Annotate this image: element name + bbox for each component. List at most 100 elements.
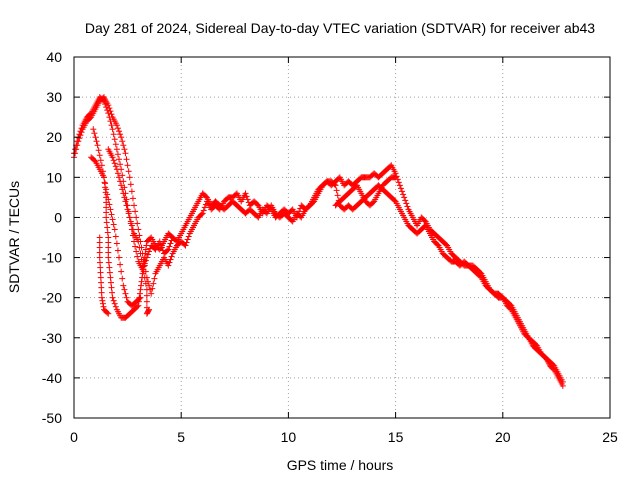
data-point — [125, 210, 132, 217]
data-point — [242, 190, 249, 197]
data-point — [392, 174, 399, 181]
data-point — [124, 162, 131, 169]
data-point — [401, 194, 408, 201]
data-point — [96, 249, 103, 256]
data-point — [127, 181, 134, 188]
data-point — [96, 152, 103, 159]
data-point — [305, 203, 312, 210]
data-point — [128, 188, 135, 195]
data-point — [107, 118, 114, 125]
y-tick-labels: 40 30 20 10 0 -10 -20 -30 -40 -50 — [42, 49, 62, 426]
data-point — [165, 262, 172, 269]
data-point — [391, 197, 398, 204]
data-point — [98, 162, 105, 169]
data-point — [550, 365, 557, 372]
data-point — [136, 290, 143, 297]
data-point — [184, 236, 191, 243]
data-point — [148, 290, 155, 297]
data-point — [168, 233, 175, 240]
data-point — [114, 247, 121, 254]
data-point — [100, 303, 107, 310]
data-point — [110, 131, 117, 138]
data-point — [403, 200, 410, 207]
data-point — [76, 131, 83, 138]
data-point — [395, 179, 402, 186]
data-point — [121, 194, 128, 201]
data-point — [144, 251, 151, 258]
data-point — [202, 193, 209, 200]
data-point — [434, 241, 441, 248]
data-point — [87, 111, 94, 118]
data-point — [124, 206, 131, 213]
data-point — [98, 294, 105, 301]
data-point — [96, 234, 103, 241]
data-point — [105, 110, 112, 117]
data-point — [143, 298, 150, 305]
data-point — [136, 244, 143, 251]
data-point — [92, 134, 99, 141]
data-point — [105, 239, 112, 246]
data-point — [108, 122, 115, 129]
data-point — [106, 114, 113, 121]
data-point — [141, 254, 148, 261]
data-point — [105, 310, 112, 317]
y-tick-label: -50 — [42, 410, 62, 426]
data-point — [91, 130, 98, 137]
data-point — [118, 134, 125, 141]
data-point — [78, 125, 85, 132]
data-point — [122, 150, 129, 157]
data-point — [183, 239, 190, 246]
data-point — [134, 220, 141, 227]
data-point — [112, 303, 119, 310]
data-point — [101, 98, 108, 105]
data-point — [559, 382, 566, 389]
data-point — [112, 163, 119, 170]
data-point — [117, 261, 124, 268]
data-point — [105, 244, 112, 251]
data-point — [107, 206, 114, 213]
data-point — [116, 156, 123, 163]
data-point — [127, 218, 134, 225]
data-point — [97, 264, 104, 271]
data-point — [139, 262, 146, 269]
data-point — [105, 259, 112, 266]
data-point — [107, 279, 114, 286]
data-point — [477, 269, 484, 276]
data-point — [108, 284, 115, 291]
data-point — [116, 128, 123, 135]
data-point — [96, 239, 103, 246]
data-point — [138, 256, 145, 263]
data-point — [421, 217, 428, 224]
data-point — [72, 146, 79, 153]
data-point — [168, 253, 175, 260]
data-point — [142, 280, 149, 287]
data-point — [118, 268, 125, 275]
data-point — [140, 268, 147, 275]
data-point — [166, 259, 173, 266]
data-point — [165, 246, 172, 253]
data-point — [123, 294, 130, 301]
data-point — [199, 210, 206, 217]
data-point — [396, 182, 403, 189]
y-tick-label: -30 — [42, 330, 62, 346]
data-point — [104, 229, 111, 236]
data-point — [200, 207, 207, 214]
data-point — [167, 240, 174, 247]
data-point — [146, 306, 153, 313]
y-tick-label: 0 — [54, 209, 62, 225]
data-point — [498, 293, 505, 300]
data-point — [243, 193, 250, 200]
data-points — [71, 94, 566, 389]
data-point — [94, 142, 101, 149]
grid-lines — [74, 57, 610, 418]
data-point — [402, 197, 409, 204]
data-point — [198, 211, 205, 218]
data-point — [400, 191, 407, 198]
y-tick-label: 30 — [46, 89, 62, 105]
data-point — [110, 157, 117, 164]
data-point — [104, 107, 111, 114]
data-point — [122, 198, 129, 205]
data-point — [149, 285, 156, 292]
data-point — [132, 208, 139, 215]
